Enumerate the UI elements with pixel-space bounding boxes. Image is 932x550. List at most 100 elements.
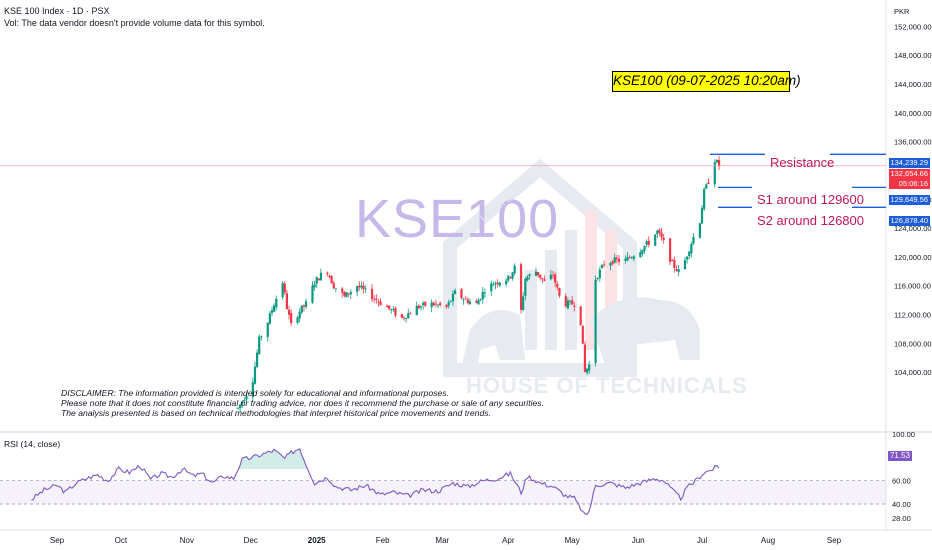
candle-body xyxy=(539,274,542,278)
candle-body xyxy=(390,309,393,311)
candle-body xyxy=(407,313,410,319)
candle-body xyxy=(268,313,271,324)
candle-body xyxy=(377,301,380,303)
resistance-label: Resistance xyxy=(770,155,835,170)
candle-body xyxy=(551,275,555,277)
candle-body xyxy=(519,264,523,310)
candle-body xyxy=(468,301,472,305)
price-tick-label: 108,000.00 xyxy=(894,339,932,348)
candle-body xyxy=(477,300,480,305)
rsi-label[interactable]: RSI (14, close) xyxy=(4,439,61,449)
candle-body xyxy=(556,283,559,288)
candle-body xyxy=(554,274,557,283)
candle-body xyxy=(675,269,678,271)
candle-body xyxy=(417,305,420,309)
candle-body xyxy=(273,305,276,312)
s2-label: S2 around 126800 xyxy=(757,213,864,228)
last-price-tag: 132,654.66 xyxy=(889,169,930,179)
candle-body xyxy=(302,305,306,307)
candle-body xyxy=(385,306,389,308)
candle-body xyxy=(617,258,621,262)
candle-body xyxy=(549,274,552,280)
candle-body xyxy=(600,265,604,268)
candle-body xyxy=(466,299,469,304)
candle-body xyxy=(656,230,659,234)
candle-body xyxy=(505,280,508,285)
candle-body xyxy=(460,289,463,299)
candle-body xyxy=(238,404,242,409)
candle-body xyxy=(490,283,493,292)
candle-body xyxy=(430,302,433,308)
price-tick-label: 120,000.00 xyxy=(894,253,932,262)
candle-body xyxy=(258,336,261,354)
resistance-price-tag: 134,239.29 xyxy=(889,158,930,168)
candle-body xyxy=(496,282,499,284)
watermark-bar-3 xyxy=(565,230,577,350)
candle-body xyxy=(241,401,244,405)
candle-body xyxy=(543,279,546,281)
candle-body xyxy=(513,265,516,274)
candle-body xyxy=(713,162,716,185)
watermark-text: KSE100 xyxy=(355,189,560,249)
candle-body xyxy=(424,301,427,306)
candle-body xyxy=(464,298,467,300)
candle-body xyxy=(668,238,672,262)
candle-body xyxy=(609,263,612,266)
time-tick-label: Jun xyxy=(632,536,645,545)
time-axis[interactable]: Sep Oct Nov Dec 2025 Feb Mar Apr May Jun Jul Aug Sep xyxy=(50,536,842,545)
candle-body xyxy=(447,302,450,306)
candle-body xyxy=(256,352,259,367)
rsi-band xyxy=(0,480,886,504)
candle-body xyxy=(334,288,337,290)
candle-body xyxy=(387,305,391,309)
candle-body xyxy=(287,309,291,315)
candle-body xyxy=(602,264,606,266)
candle-body xyxy=(370,288,374,300)
currency-label[interactable]: PKR xyxy=(894,7,910,16)
candle-body xyxy=(364,288,367,290)
candle-body xyxy=(528,274,531,277)
candle-body xyxy=(632,256,635,259)
candle-body xyxy=(677,269,680,273)
candle-body xyxy=(571,300,574,305)
disclaimer: DISCLAIMER: The information provided is … xyxy=(61,388,544,419)
candle-body xyxy=(588,364,591,371)
candle-body xyxy=(647,240,650,245)
candle-body xyxy=(645,241,648,245)
candle-body xyxy=(360,285,363,288)
price-tick-label: 148,000.00 xyxy=(894,51,932,60)
candle-body xyxy=(479,299,482,300)
candle-body xyxy=(700,207,704,224)
candle-body xyxy=(511,272,514,279)
candle-body xyxy=(613,257,616,263)
candle-body xyxy=(671,260,674,261)
candle-body xyxy=(654,234,657,246)
candle-body xyxy=(492,284,495,286)
symbol-title[interactable]: KSE 100 Index · 1D · PSX xyxy=(4,6,110,16)
candle-body xyxy=(422,302,425,305)
candle-body xyxy=(688,251,691,257)
candle-body xyxy=(415,305,418,316)
rsi-pane: 100.00 60.00 40.00 28.00 xyxy=(0,430,915,523)
time-tick-label: Sep xyxy=(50,536,65,545)
candle-body xyxy=(683,260,687,270)
countdown-tag: 05:06:16 xyxy=(889,179,930,189)
rsi-tick-label: 100.00 xyxy=(892,430,915,439)
candle-body xyxy=(245,396,248,400)
candle-body xyxy=(326,272,329,275)
candle-body xyxy=(251,382,254,398)
candle-body xyxy=(362,285,365,290)
candle-body xyxy=(281,283,284,298)
price-tick-label: 140,000.00 xyxy=(894,109,932,118)
price-tick-label: 124,000.00 xyxy=(894,224,932,233)
candle-body xyxy=(283,283,286,293)
time-tick-label: Nov xyxy=(180,536,194,545)
candle-body xyxy=(275,298,278,308)
candle-body xyxy=(707,182,710,184)
candle-body xyxy=(481,291,484,300)
candle-body xyxy=(581,325,584,344)
candle-body xyxy=(541,278,544,280)
rsi-value-tag: 71.53 xyxy=(888,451,912,461)
time-tick-label: Apr xyxy=(502,536,515,545)
